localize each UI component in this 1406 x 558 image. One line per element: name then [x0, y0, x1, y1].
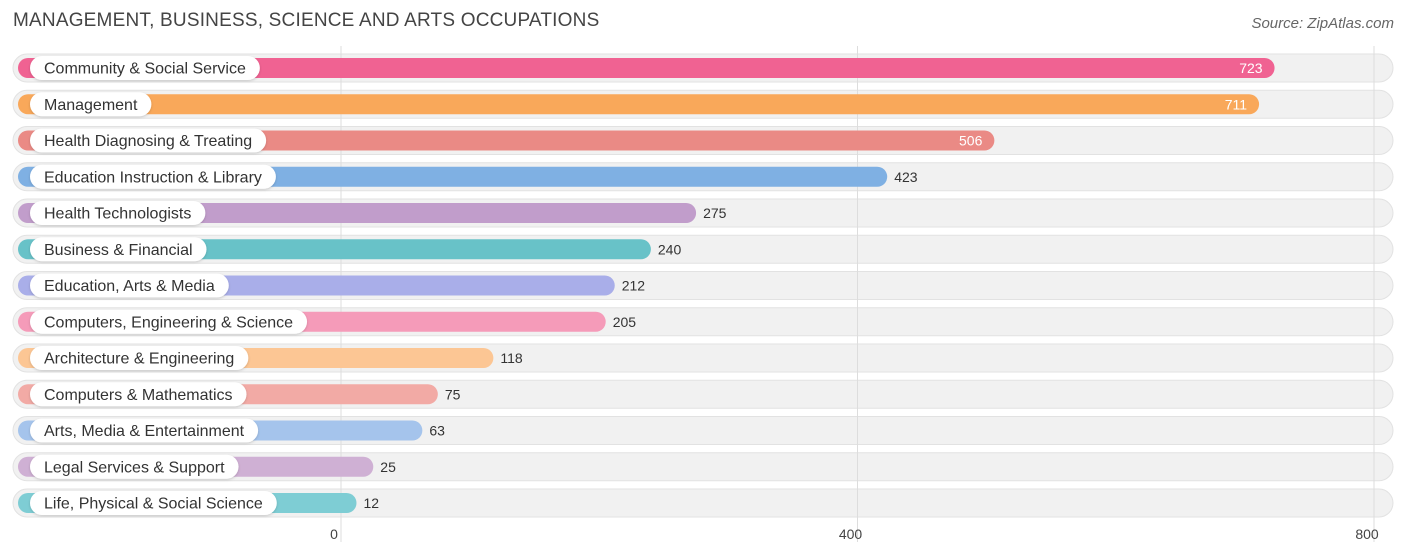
bar-group: Legal Services & Support 25	[18, 454, 396, 479]
category-label-pill	[30, 128, 267, 153]
category-label: Architecture & Engineering	[44, 351, 234, 368]
value-label: 711	[1225, 96, 1248, 112]
category-label-pill	[30, 418, 259, 443]
value-label: 423	[894, 169, 918, 185]
row-background	[12, 488, 1394, 518]
category-label-pill	[30, 201, 206, 225]
bar-group: Computers & Mathematics 75	[18, 382, 461, 407]
category-label: Education Instruction & Library	[44, 169, 262, 186]
category-label-pill	[30, 237, 207, 262]
category-label: Arts, Media & Entertainment	[44, 423, 245, 440]
value-label: 723	[1239, 60, 1263, 76]
category-label: Life, Physical & Social Science	[44, 496, 263, 513]
source-note: Source: ZipAtlas.com	[1251, 15, 1394, 32]
category-label: Management	[44, 97, 138, 114]
category-label-pill	[30, 491, 277, 515]
value-label: 25	[380, 459, 396, 475]
category-label-pill	[30, 382, 247, 407]
value-label: 118	[500, 350, 523, 366]
bar-group: Business & Financial 240	[18, 237, 682, 262]
bar-group: Health Diagnosing & Treating 506	[18, 128, 995, 153]
category-label: Education, Arts & Media	[44, 278, 215, 295]
bar-group: Arts, Media & Entertainment 63	[18, 418, 445, 443]
category-label: Computers, Engineering & Science	[44, 314, 293, 331]
bar-group: Management 711	[18, 92, 1260, 117]
bar-group: Architecture & Engineering 118	[18, 346, 523, 370]
category-label-pill	[30, 346, 249, 370]
category-label: Community & Social Service	[44, 61, 246, 78]
category-label-pill	[30, 273, 229, 298]
category-label-pill	[30, 56, 260, 80]
category-label-pill	[30, 164, 276, 189]
value-label: 205	[613, 314, 637, 330]
category-label: Legal Services & Support	[44, 459, 225, 476]
bar-group: Education, Arts & Media 212	[18, 273, 646, 298]
value-label: 63	[429, 423, 445, 439]
x-tick-label: 800	[1355, 526, 1379, 542]
category-label: Business & Financial	[44, 242, 193, 259]
x-tick-label: 0	[330, 526, 338, 542]
category-label-pill	[30, 309, 308, 334]
value-label: 212	[622, 278, 646, 294]
value-label: 275	[703, 205, 727, 221]
category-label: Health Technologists	[44, 206, 191, 223]
category-label: Health Diagnosing & Treating	[44, 133, 252, 150]
category-label-pill	[30, 92, 152, 117]
value-label: 75	[445, 386, 461, 402]
bar-group: Health Technologists 275	[18, 201, 727, 225]
bar-group: Life, Physical & Social Science 12	[18, 491, 379, 515]
bar-group: Community & Social Service 723	[18, 56, 1275, 80]
category-label-pill	[30, 454, 239, 479]
bar	[18, 94, 1260, 115]
value-label: 506	[959, 133, 983, 149]
chart-title: MANAGEMENT, BUSINESS, SCIENCE AND ARTS O…	[13, 10, 600, 31]
bar	[18, 58, 1275, 78]
value-label: 12	[363, 495, 379, 511]
x-tick-label: 400	[839, 526, 863, 542]
value-label: 240	[658, 241, 682, 257]
bar-group: Computers, Engineering & Science 205	[18, 309, 637, 334]
category-label: Computers & Mathematics	[44, 387, 233, 404]
bar-group: Education Instruction & Library 423	[18, 164, 918, 189]
